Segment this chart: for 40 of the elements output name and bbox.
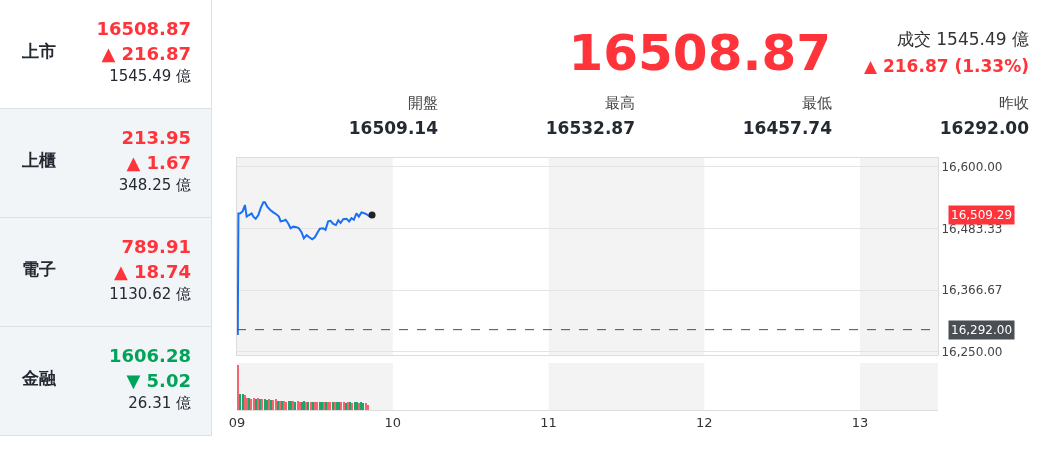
data-label: 16509.14 [348,118,438,138]
data-label: ▲ 216.87 [101,43,191,64]
bar [239,394,241,410]
category-label: 上市 [22,40,56,63]
data-label: 16532.87 [545,118,635,138]
y-tick-label: 16,600.00 [941,160,1003,175]
y-tick-label: 16,366.67 [941,283,1003,298]
data-label: 348.25 億 [118,176,191,195]
data-label: 16508.87 [96,18,191,39]
data-label: 789.91 [121,236,191,257]
y-tick-label: 16,483.33 [941,221,1003,236]
data-label: 1606.28 [109,345,191,366]
category-label: 金融 [22,367,56,390]
category-label: 最高 [605,94,635,113]
bar [237,365,239,410]
data-label: ▲ 1.67 [126,152,191,173]
text: 16,509.29 [951,208,1013,222]
text: 16508.87 [568,24,831,82]
category-label: 電子 [22,258,56,281]
category-label: 昨收 [999,94,1029,113]
data-label: 26.31 億 [128,394,191,413]
data-label: 16292.00 [939,118,1029,138]
data-label: ▲ 18.74 [113,261,191,282]
data-label: ▼ 5.02 [126,370,191,391]
x-tick-label: 09 [228,414,246,430]
data-label: 16457.74 [742,118,832,138]
x-tick-label: 11 [540,414,557,430]
x-tick-label: 10 [384,414,402,430]
category-label: 最低 [802,94,832,113]
data-label: 1130.62 億 [109,285,191,304]
text: 成交 1545.49 億 [896,28,1029,51]
data-label: 1545.49 億 [109,67,191,86]
x-tick-label: 13 [851,414,869,430]
ref-line-label: 16,292.00 [951,323,1013,337]
text: ▲ 216.87 (1.33%) [863,56,1029,76]
category-label: 開盤 [408,94,438,113]
data-label: 213.95 [121,127,191,148]
category-label: 上櫃 [22,149,56,172]
y-tick-label: 16,250.00 [941,345,1003,360]
x-tick-label: 12 [696,414,713,430]
